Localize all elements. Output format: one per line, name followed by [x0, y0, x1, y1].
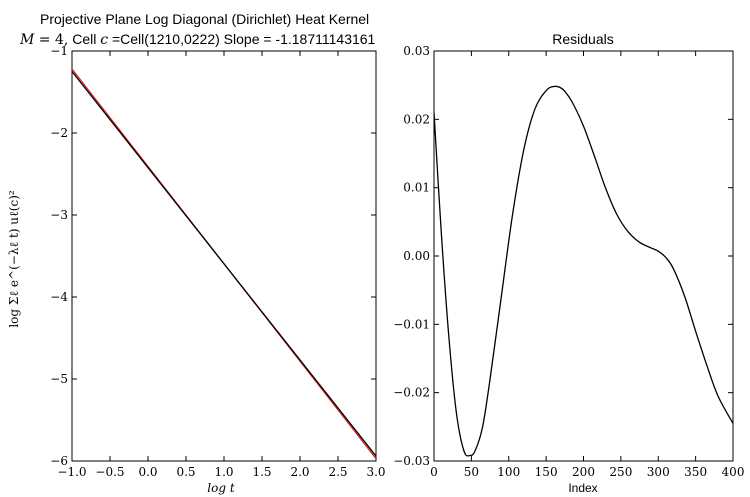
right-y-tick-label: −0.03: [393, 454, 430, 468]
title-math-eq: = 4,: [34, 32, 68, 48]
right-series-line-0: [434, 85, 733, 457]
right-plot-title: Residuals: [552, 31, 613, 47]
left-x-tick-label: 1.0: [214, 465, 233, 479]
title-text-rest: =Cell(1210,0222) Slope = -1.18711143161: [108, 31, 375, 47]
left-y-axis-label: log Σℓ e^(−λℓ t) uℓ(c)²: [7, 190, 21, 328]
left-y-tick-label: −2: [50, 126, 68, 140]
left-y-tick-label: −6: [50, 454, 68, 468]
title-math-c: c: [100, 32, 108, 48]
left-y-tick-label: −4: [50, 290, 68, 304]
left-y-tick-label: −5: [50, 372, 68, 386]
left-x-tick-label: −0.5: [95, 465, 124, 479]
left-y-tick-label: −3: [50, 208, 68, 222]
right-y-tick-label: −0.02: [393, 386, 430, 400]
left-plot: −1.0 −0.5 0.0 0.5 1.0 1.5 2.0 2.5 3.0 −6 −5 −4 −3 −2 −…: [50, 44, 385, 479]
right-x-tick-label: 350: [684, 465, 707, 479]
right-x-tick-label: 250: [609, 465, 632, 479]
left-x-tick-label: 2.0: [290, 465, 309, 479]
figure-title: Projective Plane Log Diagonal (Dirichlet…: [40, 11, 369, 27]
right-x-tick-label: 50: [464, 465, 479, 479]
right-y-tick-label: 0.03: [403, 44, 430, 58]
left-x-axis-label: log t: [207, 481, 235, 495]
right-x-tick-label: 300: [647, 465, 670, 479]
right-y-tick-label: 0.01: [403, 181, 430, 195]
left-x-tick-label: −1.0: [57, 465, 86, 479]
title-text-cell: Cell: [68, 31, 100, 47]
right-x-tick-label: 150: [535, 465, 558, 479]
right-x-axis-label: Index: [568, 481, 597, 495]
left-x-tick-label: 1.5: [252, 465, 271, 479]
left-y-tick-label: −1: [50, 44, 68, 58]
right-x-tick-label: 100: [497, 465, 520, 479]
right-x-tick-label: 400: [722, 465, 745, 479]
left-plot-title: M = 4, Cell c =Cell(1210,0222) Slope = -…: [19, 31, 376, 48]
right-plot: 0 50 100 150 200 250 300 350 400 −0.03 −0.02 −0.01 0…: [393, 44, 744, 479]
right-y-tick-label: 0.00: [403, 249, 430, 263]
right-x-tick-label: 200: [572, 465, 595, 479]
left-series-line-1: [72, 71, 376, 457]
left-x-tick-label: 0.5: [176, 465, 195, 479]
left-x-tick-label: 2.5: [328, 465, 347, 479]
right-y-tick-label: −0.01: [393, 317, 430, 331]
left-x-tick-label: 0.0: [138, 465, 157, 479]
right-x-tick-label: 0: [430, 465, 438, 479]
title-math-m: M: [19, 32, 35, 48]
right-y-tick-label: 0.02: [403, 112, 430, 126]
left-x-tick-label: 3.0: [366, 465, 385, 479]
right-plot-frame: [433, 50, 734, 462]
